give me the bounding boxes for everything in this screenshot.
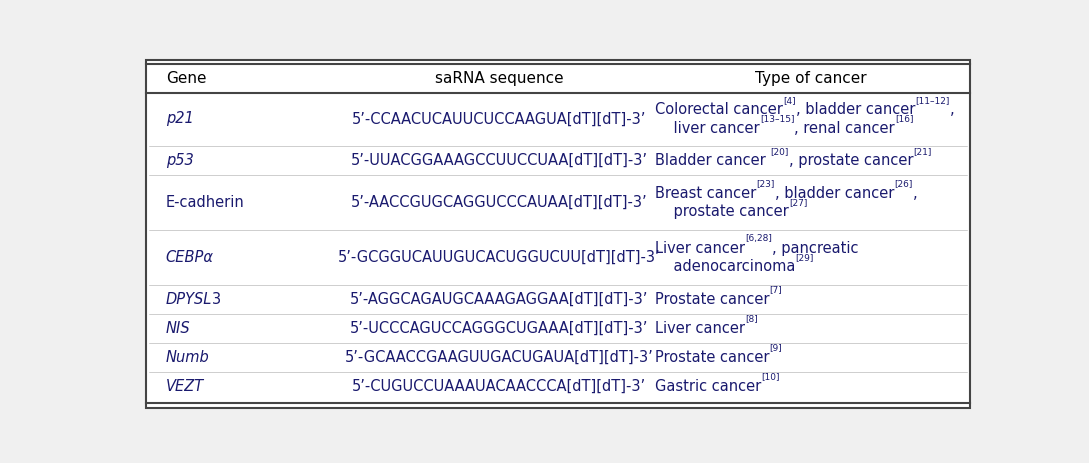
FancyBboxPatch shape bbox=[146, 60, 970, 408]
Text: [13–15]: [13–15] bbox=[760, 114, 794, 123]
Text: 5’-UCCCAGUCCAGGGCUGAAA[dT][dT]-3’: 5’-UCCCAGUCCAGGGCUGAAA[dT][dT]-3’ bbox=[350, 321, 648, 336]
Text: NIS: NIS bbox=[166, 321, 191, 336]
Text: E-cadherin: E-cadherin bbox=[166, 195, 244, 210]
Text: Gastric cancer: Gastric cancer bbox=[656, 379, 761, 394]
Text: , pancreatic: , pancreatic bbox=[772, 241, 858, 256]
Text: 5’-UUACGGAAAGCCUUCCUAA[dT][dT]-3’: 5’-UUACGGAAAGCCUUCCUAA[dT][dT]-3’ bbox=[351, 153, 648, 168]
Text: , renal cancer: , renal cancer bbox=[794, 121, 895, 136]
Text: DPYSL: DPYSL bbox=[166, 292, 212, 307]
Text: 5’-CCAACUCAUUCUCCAAGUA[dT][dT]-3’: 5’-CCAACUCAUUCUCCAAGUA[dT][dT]-3’ bbox=[352, 111, 646, 126]
Text: Prostate cancer: Prostate cancer bbox=[656, 350, 770, 365]
Text: Colorectal cancer: Colorectal cancer bbox=[656, 102, 783, 117]
Text: [9]: [9] bbox=[770, 344, 782, 352]
Text: [7]: [7] bbox=[770, 286, 782, 294]
Text: Bladder cancer: Bladder cancer bbox=[656, 153, 771, 168]
Text: 5’-GCAACCGAAGUUGACUGAUA[dT][dT]-3’: 5’-GCAACCGAAGUUGACUGAUA[dT][dT]-3’ bbox=[344, 350, 653, 365]
Text: adenocarcinoma: adenocarcinoma bbox=[656, 259, 796, 274]
Text: saRNA sequence: saRNA sequence bbox=[435, 71, 563, 86]
Text: Liver cancer: Liver cancer bbox=[656, 241, 745, 256]
Text: 5’-CUGUCCUAAAUACAACCCA[dT][dT]-3’: 5’-CUGUCCUAAAUACAACCCA[dT][dT]-3’ bbox=[352, 379, 646, 394]
Text: ,: , bbox=[950, 102, 954, 117]
Text: Numb: Numb bbox=[166, 350, 209, 365]
Text: 5’-AGGCAGAUGCAAAGAGGAA[dT][dT]-3’: 5’-AGGCAGAUGCAAAGAGGAA[dT][dT]-3’ bbox=[350, 292, 648, 307]
Text: , bladder cancer: , bladder cancer bbox=[774, 186, 894, 201]
Text: Liver cancer: Liver cancer bbox=[656, 321, 745, 336]
Text: Prostate cancer: Prostate cancer bbox=[656, 292, 770, 307]
Text: [27]: [27] bbox=[788, 198, 807, 207]
Text: [10]: [10] bbox=[761, 372, 780, 382]
Text: Breast cancer: Breast cancer bbox=[656, 186, 757, 201]
Text: [23]: [23] bbox=[757, 180, 774, 188]
Text: VEZT: VEZT bbox=[166, 379, 204, 394]
Text: liver cancer: liver cancer bbox=[656, 121, 760, 136]
Text: [6,28]: [6,28] bbox=[745, 234, 772, 243]
Text: ,: , bbox=[913, 186, 917, 201]
Text: , prostate cancer: , prostate cancer bbox=[788, 153, 914, 168]
Text: p53: p53 bbox=[166, 153, 194, 168]
Text: [20]: [20] bbox=[771, 147, 788, 156]
Text: 5’-AACCGUGCAGGUCCCAUAA[dT][dT]-3’: 5’-AACCGUGCAGGUCCCAUAA[dT][dT]-3’ bbox=[351, 195, 647, 210]
Text: Type of cancer: Type of cancer bbox=[756, 71, 867, 86]
Text: [4]: [4] bbox=[783, 96, 796, 105]
Text: [29]: [29] bbox=[796, 253, 813, 262]
Text: 3: 3 bbox=[212, 292, 221, 307]
Text: [11–12]: [11–12] bbox=[915, 96, 950, 105]
Text: Gene: Gene bbox=[166, 71, 206, 86]
Text: CEBPα: CEBPα bbox=[166, 250, 213, 265]
Text: p21: p21 bbox=[166, 111, 194, 126]
Text: [8]: [8] bbox=[745, 314, 758, 324]
Text: , bladder cancer: , bladder cancer bbox=[796, 102, 915, 117]
Text: [16]: [16] bbox=[895, 114, 914, 123]
Text: [26]: [26] bbox=[894, 180, 913, 188]
Text: [21]: [21] bbox=[914, 147, 932, 156]
Text: 5’-GCGGUCAUUGUCACUGGUCUU[dT][dT]-3’: 5’-GCGGUCAUUGUCACUGGUCUU[dT][dT]-3’ bbox=[338, 250, 660, 265]
Text: prostate cancer: prostate cancer bbox=[656, 204, 788, 219]
